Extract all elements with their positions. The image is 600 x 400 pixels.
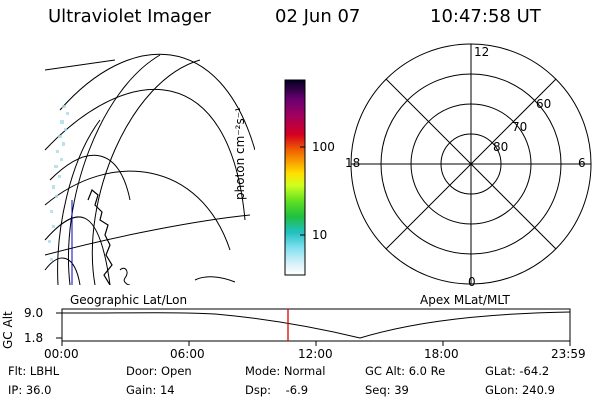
latitude-arc (91, 59, 201, 285)
polar-plot (350, 43, 592, 285)
gc-alt-info: GC Alt: 6.0 Re (365, 364, 446, 378)
glat-info: GLat: -64.2 (485, 364, 550, 378)
polar-lat-80: 80 (493, 140, 509, 154)
polar-lat-70: 70 (512, 120, 528, 134)
geographic-map (44, 53, 255, 285)
coastline (87, 189, 113, 285)
longitude-arc (44, 214, 251, 256)
coastline (119, 267, 131, 285)
colorbar-tick-label-10: 10 (312, 228, 328, 242)
longitude-arc (59, 53, 255, 151)
coastline (194, 276, 236, 283)
seq-info: Seq: 39 (365, 383, 409, 397)
longitude-arc (44, 257, 81, 285)
colorbar-unit-label: photon cm⁻²s⁻¹ (233, 107, 247, 200)
latitude-arc (57, 119, 101, 285)
altitude-curve (61, 311, 571, 339)
polar-mlt-6: 6 (578, 156, 586, 170)
gain-info: Gain: 14 (126, 383, 175, 397)
date-label: 02 Jun 07 (275, 6, 361, 27)
polar-mlt-12: 12 (474, 45, 490, 59)
time-label: 10:47:58 UT (430, 6, 541, 27)
altitude-xtick: 00:00 (44, 347, 79, 361)
colorbar (284, 79, 306, 276)
dsp-info: Dsp: -6.9 (245, 383, 309, 397)
altitude-ylabel: GC Alt (1, 311, 15, 349)
polar-lat-60: 60 (536, 97, 552, 111)
meridian-line (44, 59, 116, 71)
glon-info: GLon: 240.9 (485, 383, 555, 397)
latitude-arc (67, 54, 161, 285)
altitude-ytick-high: 9.0 (24, 306, 44, 320)
geographic-label: Geographic Lat/Lon (70, 293, 188, 307)
longitude-arc (44, 89, 246, 221)
altitude-xtick: 12:00 (298, 347, 333, 361)
polar-mlt-0: 0 (468, 275, 476, 289)
filter-info: Flt: LBHL (8, 364, 60, 378)
altitude-xtick: 18:00 (424, 347, 459, 361)
altitude-xtick: 06:00 (170, 347, 205, 361)
altitude-ytick-low: 1.8 (24, 331, 44, 345)
altitude-plot (56, 308, 571, 346)
longitude-arc (49, 154, 131, 201)
instrument-title: Ultraviolet Imager (48, 6, 211, 27)
aurora-speckle (48, 105, 69, 261)
altitude-xtick: 23:59 (551, 347, 586, 361)
mode-info: Mode: Normal (245, 364, 326, 378)
door-info: Door: Open (126, 364, 192, 378)
longitude-arc (44, 216, 111, 285)
apex-label: Apex MLat/MLT (420, 293, 510, 307)
polar-mlt-18: 18 (345, 156, 361, 170)
colorbar-tick-label-100: 100 (312, 140, 335, 154)
ip-info: IP: 36.0 (8, 383, 52, 397)
polar-diagonal (385, 78, 557, 250)
altitude-plot-frame (61, 308, 571, 342)
